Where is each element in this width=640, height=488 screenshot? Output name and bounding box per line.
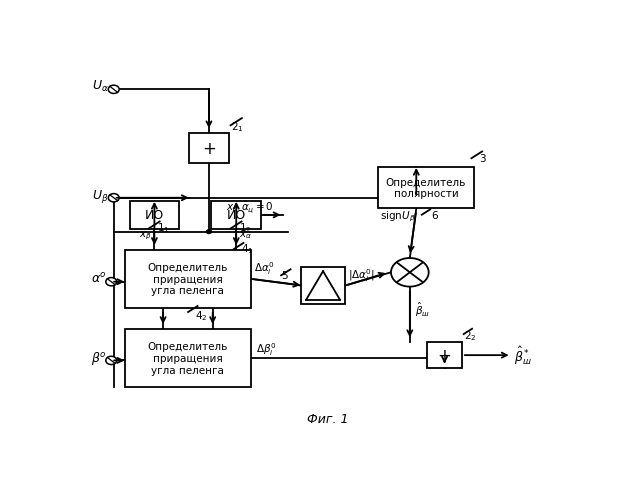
Text: $4_2$: $4_2$ xyxy=(195,309,208,323)
Text: $\alpha^o$: $\alpha^o$ xyxy=(91,271,107,285)
FancyBboxPatch shape xyxy=(378,167,474,209)
Circle shape xyxy=(391,259,429,287)
FancyBboxPatch shape xyxy=(428,342,462,368)
Text: $U_\alpha$: $U_\alpha$ xyxy=(92,79,109,94)
Circle shape xyxy=(207,230,211,234)
Circle shape xyxy=(106,357,116,365)
Text: $\hat{\alpha}_{ц}=0$: $\hat{\alpha}_{ц}=0$ xyxy=(241,198,274,215)
Text: Определитель
приращения
угла пеленга: Определитель приращения угла пеленга xyxy=(148,342,228,375)
FancyBboxPatch shape xyxy=(125,329,251,387)
Text: ИО: ИО xyxy=(227,209,246,222)
Text: $\Delta\beta_i^0$: $\Delta\beta_i^0$ xyxy=(256,341,276,358)
Text: $1_1$: $1_1$ xyxy=(157,220,170,234)
FancyBboxPatch shape xyxy=(125,250,251,308)
Text: +: + xyxy=(438,346,451,365)
Text: $x_\alpha$: $x_\alpha$ xyxy=(227,202,239,214)
Text: $U_\beta$: $U_\beta$ xyxy=(92,187,109,204)
Text: $\hat{\beta}^*_{ш}$: $\hat{\beta}^*_{ш}$ xyxy=(514,344,532,366)
Text: 6: 6 xyxy=(431,210,437,220)
Circle shape xyxy=(108,194,119,203)
Circle shape xyxy=(106,278,116,286)
Text: Определитель
приращения
угла пеленга: Определитель приращения угла пеленга xyxy=(148,263,228,296)
FancyBboxPatch shape xyxy=(301,267,346,305)
Text: $\Delta\alpha_i^0$: $\Delta\alpha_i^0$ xyxy=(253,260,274,277)
FancyBboxPatch shape xyxy=(211,202,261,229)
Text: $x_\alpha$: $x_\alpha$ xyxy=(239,229,252,241)
FancyBboxPatch shape xyxy=(189,134,229,164)
Text: Определитель
полярности: Определитель полярности xyxy=(386,178,466,199)
Text: $2_1$: $2_1$ xyxy=(231,120,244,134)
FancyBboxPatch shape xyxy=(129,202,179,229)
Text: $\beta^o$: $\beta^o$ xyxy=(91,349,107,366)
Text: $\mathrm{sign}U_\beta$: $\mathrm{sign}U_\beta$ xyxy=(380,209,415,223)
Text: $\hat{\beta}_{ш}$: $\hat{\beta}_{ш}$ xyxy=(415,301,430,319)
Text: $x_\beta$: $x_\beta$ xyxy=(139,229,152,242)
Text: $|\Delta\alpha_i^0|$: $|\Delta\alpha_i^0|$ xyxy=(348,266,375,284)
Circle shape xyxy=(108,86,119,94)
Text: $2_2$: $2_2$ xyxy=(465,328,477,342)
Text: 3: 3 xyxy=(479,154,486,164)
Text: $1_2$: $1_2$ xyxy=(239,220,252,234)
Text: ИО: ИО xyxy=(145,209,164,222)
Text: $4_1$: $4_1$ xyxy=(241,242,254,256)
Text: $5$: $5$ xyxy=(281,268,289,281)
Text: Фиг. 1: Фиг. 1 xyxy=(307,412,349,425)
Text: +: + xyxy=(202,140,216,158)
